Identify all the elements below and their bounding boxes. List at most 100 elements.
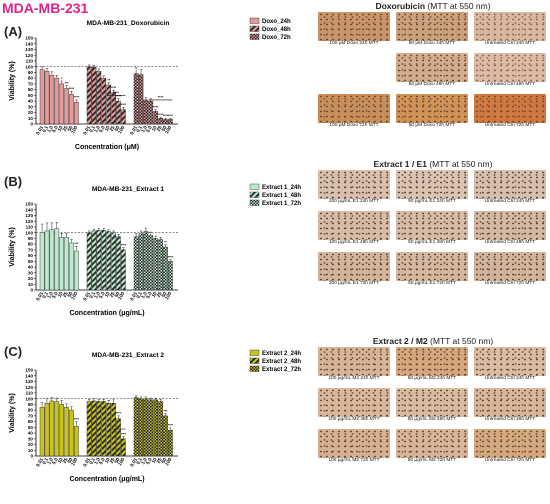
x-tick-label: 50: [161, 291, 169, 299]
x-tick-label: 0.1: [41, 457, 50, 466]
micrograph-caption: 100 μg/mL E1 72h MTT: [328, 281, 380, 286]
bar-extract-2-48h-5-0: [101, 401, 107, 457]
micrograph-caption: 100 μg/mL M2 24h MTT: [328, 376, 380, 381]
bar-extract-1-48h-100: [121, 249, 126, 291]
y-tick-label: 40: [28, 265, 34, 270]
x-tick-label: 50: [67, 291, 75, 299]
bar-extract-2-72h-5-0: [148, 399, 154, 457]
legend-swatch-doxo-48h: [249, 25, 260, 32]
x-tick-label: 10: [151, 291, 159, 299]
legend-label-extract-1-24h: Extract 1_24h: [262, 185, 301, 191]
extract2-micrograph-grid: 100 μg/mL M2 24h MTT 50 μg/mL M2 24h MTT U…: [318, 347, 548, 469]
micrograph-tile: 50 μM Doxo 48h MTT: [396, 53, 468, 87]
significance-label: ****: [111, 86, 117, 90]
x-tick-label: 10: [57, 125, 65, 133]
significance-label: ****: [168, 255, 174, 259]
y-axis-label: Viability (%): [9, 393, 16, 433]
legend-label-doxo-48h: Doxo_48h: [262, 27, 291, 33]
bar-doxo-72h-50: [163, 119, 168, 125]
legend-swatch-doxo-72h: [249, 33, 260, 40]
bar-doxo-48h-0-01: [86, 66, 92, 125]
micrograph-caption: 50 μM Doxo 24h MTT: [408, 41, 456, 46]
bar-extract-1-24h-1-0: [49, 229, 55, 291]
bar-extract-1-48h-5-0: [101, 230, 107, 291]
panel-letter-a: (A): [4, 24, 23, 39]
legend-swatch-extract-1-24h: [249, 183, 260, 190]
significance-label: ****: [158, 113, 164, 117]
y-tick-label: 30: [28, 436, 34, 441]
x-tick-label: 100: [70, 457, 79, 467]
y-tick-label: 40: [28, 99, 34, 104]
x-tick-label: 0.01: [129, 457, 139, 468]
x-tick-label: 1.0: [140, 457, 149, 466]
y-tick-label: 20: [28, 442, 34, 447]
micrograph-tile: Untreated Ctrl 48h MTT: [474, 211, 546, 245]
micrograph-image: [396, 211, 468, 240]
chart-title: MDA-MB-231_Extract 2: [92, 352, 165, 359]
doxorubicin-bar-chart: 0102030405060708090100110120130140150Via…: [9, 17, 291, 151]
y-tick-label: 10: [28, 116, 34, 121]
y-tick-label: 150: [25, 202, 33, 207]
bar-doxo-48h-10: [106, 84, 111, 125]
bar-extract-2-72h-0-01: [133, 397, 139, 457]
micrograph-tile: Untreated Ctrl 24h MTT: [474, 347, 546, 381]
micrograph-image: [318, 388, 390, 417]
x-tick-label: 25: [109, 125, 117, 133]
x-tick-label: 50: [114, 125, 122, 133]
micrograph-tile: Untreated Ctrl 72h MTT: [474, 94, 546, 128]
y-tick-label: 50: [28, 425, 34, 430]
x-tick-label: 0.1: [88, 125, 97, 134]
micrograph-tile: Untreated Ctrl 48h MTT: [474, 53, 546, 87]
y-tick-label: 0: [30, 288, 33, 293]
micrograph-tile: 50 μg/mL E1 72h MTT: [396, 252, 468, 286]
y-tick-label: 80: [28, 76, 34, 81]
micrograph-tile: 50 μg/mL M2 72h MTT: [396, 429, 468, 463]
micrograph-image: [318, 347, 390, 376]
bar-extract-2-72h-1-0: [143, 398, 149, 457]
bar-extract-2-72h-0-1: [138, 398, 144, 457]
x-tick-label: 100: [164, 457, 173, 467]
micrograph-tile: 100 μg/mL E1 72h MTT: [318, 252, 390, 286]
bar-extract-1-72h-10: [153, 238, 159, 291]
micrograph-image: [474, 94, 546, 123]
y-tick-label: 100: [25, 230, 33, 235]
bar-extract-2-72h-25: [158, 401, 163, 457]
y-tick-label: 110: [26, 225, 34, 230]
bar-extract-1-24h-100: [74, 250, 79, 291]
bar-extract-2-24h-100: [74, 425, 79, 457]
x-tick-label: 50: [114, 291, 122, 299]
x-tick-label: 10: [104, 125, 112, 133]
significance-label: ****: [74, 96, 80, 100]
x-tick-label: 0.01: [35, 125, 45, 136]
micro-subtitle: (MTT at 550 nm): [427, 1, 491, 11]
micro-subtitle: (MTT at 550 nm): [429, 159, 493, 169]
panel-letter-b: (B): [4, 174, 23, 189]
x-tick-label: 0.1: [135, 291, 144, 300]
y-tick-label: 130: [25, 379, 33, 384]
significance-label: ****: [168, 114, 174, 118]
y-tick-label: 60: [28, 253, 34, 258]
micrograph-tile: 100 μg/mL M2 48h MTT: [318, 388, 390, 422]
micrograph-image: [474, 12, 546, 41]
y-tick-label: 150: [25, 368, 33, 373]
x-tick-label: 25: [156, 457, 164, 465]
legend-label-doxo-24h: Doxo_24h: [262, 19, 291, 25]
legend-swatch-extract-1-48h: [249, 191, 260, 198]
bar-extract-2-48h-0-01: [86, 401, 92, 457]
micro-title: Extract 1 / E1: [373, 159, 427, 169]
micrograph-caption: Untreated Ctrl 24h MTT: [484, 41, 536, 46]
bar-doxo-24h-1-0: [49, 75, 55, 125]
micrograph-caption: Untreated Ctrl 24h MTT: [484, 376, 536, 381]
x-tick-label: 25: [109, 291, 117, 299]
bar-extract-1-48h-0-01: [86, 232, 92, 291]
micrograph-tile: 50 μg/mL M2 48h MTT: [396, 388, 468, 422]
bar-extract-2-24h-1-0: [49, 400, 55, 457]
micrograph-caption: 100 μg/mL M2 72h MTT: [328, 458, 380, 463]
y-axis-label: Viability (%): [9, 227, 16, 267]
micrograph-tile: Untreated Ctrl 24h MTT: [474, 12, 546, 46]
micrograph-caption: 100 μg/mL E1 48h MTT: [328, 240, 380, 245]
x-tick-label: 50: [161, 457, 169, 465]
significance-label: ****: [116, 412, 122, 416]
micro-title: Doxorubicin: [375, 1, 426, 11]
micrograph-tile: 100 μM Doxo 72h MTT: [318, 94, 390, 128]
